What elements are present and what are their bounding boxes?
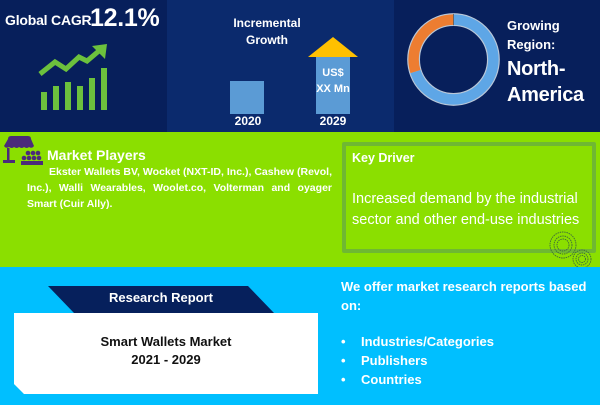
- bar-2029: US$ XX Mn: [308, 37, 358, 114]
- bar-2020: [230, 81, 264, 114]
- growth-chart-icon: [38, 44, 107, 110]
- market-info-band: Market Players Ekster Wallets BV, Wocket…: [0, 132, 600, 269]
- research-report-label: Research Report: [108, 290, 214, 305]
- market-stall-icon: [3, 136, 43, 165]
- gear-icon: [549, 231, 592, 269]
- report-title: Smart Wallets Market 2021 - 2029: [100, 334, 232, 367]
- cagr-value: 12.1%: [90, 4, 160, 32]
- offer-item-publishers: • Publishers: [341, 353, 428, 368]
- region-donut-chart: [407, 13, 500, 106]
- cagr-label: Global CAGR: [5, 12, 92, 28]
- incremental-growth-panel: [167, 0, 394, 132]
- market-players-title: Market Players: [47, 147, 146, 163]
- year-label-2020: 2020: [234, 114, 262, 128]
- growing-region-label: Growing Region:: [507, 18, 560, 52]
- offer-item-countries: • Countries: [341, 372, 422, 387]
- report-band: Research Report Smart Wallets Market 202…: [0, 267, 600, 405]
- research-report-ribbon: [48, 286, 274, 313]
- market-players-text: Ekster Wallets BV, Wocket (NXT-ID, Inc.)…: [27, 166, 332, 210]
- report-card: [14, 313, 318, 394]
- offer-intro: We offer market research reports based o…: [341, 279, 587, 313]
- offer-item-industries: • Industries/Categories: [341, 334, 494, 349]
- incremental-growth-title: Incremental Growth: [233, 16, 301, 47]
- key-driver-title: Key Driver: [352, 151, 415, 165]
- header-band: Global CAGR 12.1% Incremental Growth US$…: [0, 0, 600, 132]
- key-driver-box: Key Driver Increased demand by the indus…: [342, 142, 596, 253]
- key-driver-text: Increased demand by the industrial secto…: [352, 191, 580, 228]
- growing-region-value: North- America: [507, 58, 584, 106]
- offer-list: • Industries/Categories • Publishers • Coun…: [341, 332, 494, 389]
- up-arrow-icon: [308, 37, 358, 57]
- year-label-2029: 2029: [319, 114, 347, 128]
